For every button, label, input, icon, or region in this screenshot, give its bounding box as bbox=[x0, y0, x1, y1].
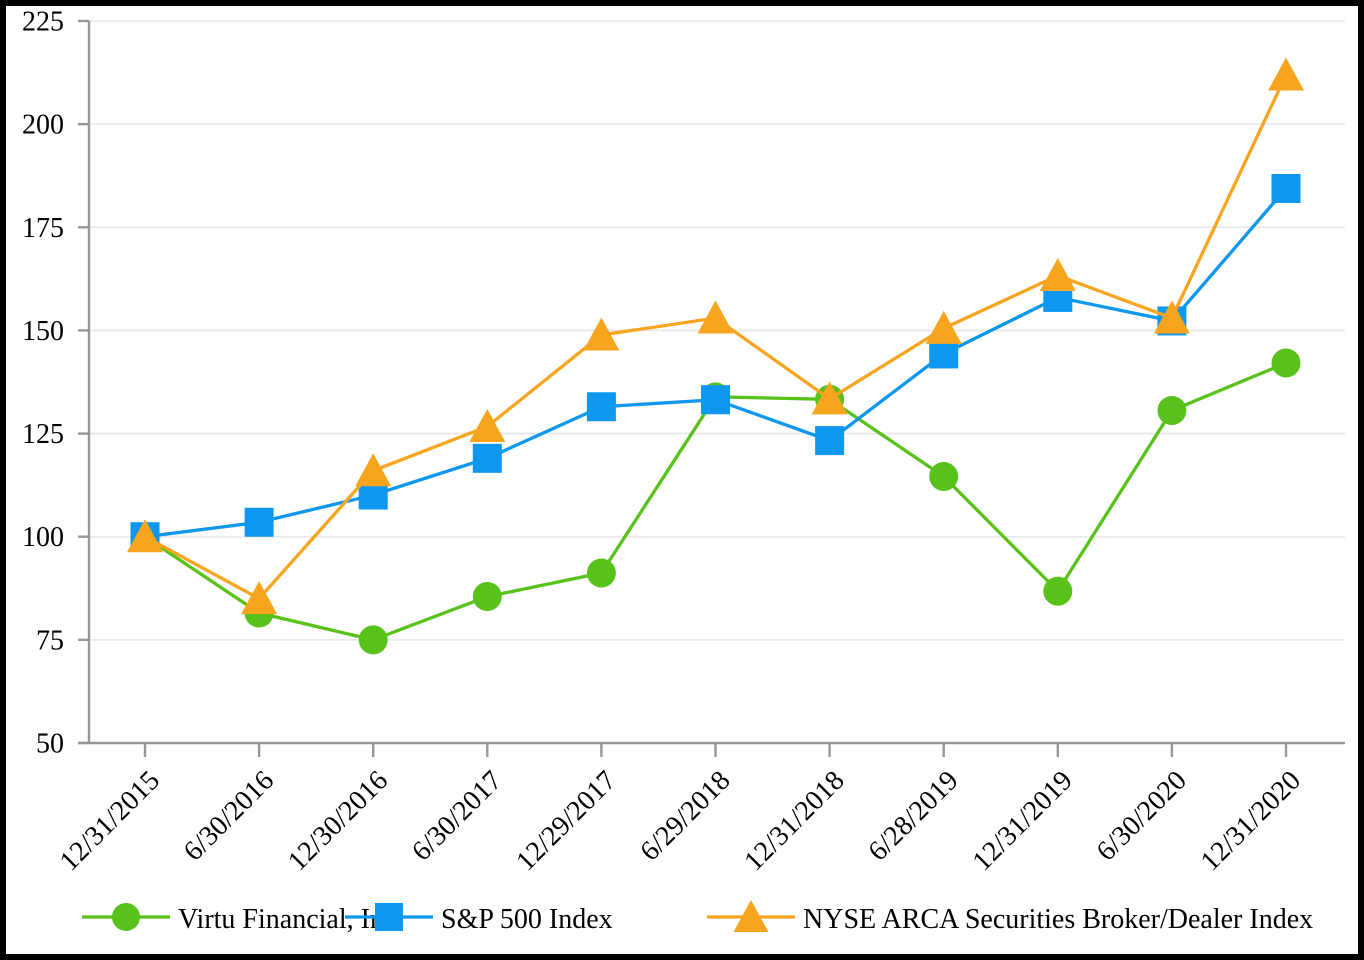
series-1-point-6-square-marker bbox=[815, 426, 845, 456]
series-2-point-1-triangle-marker bbox=[241, 581, 278, 615]
series-2-point-10-triangle-marker bbox=[1268, 57, 1304, 91]
series-line-2 bbox=[144, 74, 1288, 601]
legend-label-2: NYSE ARCA Securities Broker/Dealer Index bbox=[803, 904, 1313, 935]
y-tick-label: 200 bbox=[22, 110, 64, 141]
series-1-point-5-square-marker bbox=[701, 385, 730, 415]
series-0-point-7-circle-marker bbox=[929, 461, 959, 491]
series-0-point-8-circle-marker bbox=[1043, 576, 1073, 606]
legend-label-1: S&P 500 Index bbox=[441, 904, 613, 935]
legend-label-0: Virtu Financial, Inc. bbox=[178, 904, 403, 935]
series-1-point-7-square-marker bbox=[929, 339, 959, 369]
legend-2-triangle-marker bbox=[733, 900, 769, 932]
x-tick-label: 6/30/2017 bbox=[406, 765, 508, 867]
x-tick-label: 12/31/2018 bbox=[738, 765, 850, 877]
series-1-point-1-square-marker bbox=[244, 507, 274, 537]
x-tick-label: 6/30/2016 bbox=[178, 765, 280, 867]
series-0-point-3-circle-marker bbox=[472, 582, 502, 612]
x-tick-label: 12/31/2015 bbox=[54, 765, 166, 877]
x-tick-label: 6/30/2020 bbox=[1091, 765, 1193, 867]
series-0-point-10-circle-marker bbox=[1271, 348, 1301, 378]
series-0-point-2-circle-marker bbox=[358, 625, 388, 655]
series-2-point-6-triangle-marker bbox=[811, 381, 848, 415]
x-tick-label: 12/30/2016 bbox=[282, 765, 394, 877]
y-tick-label: 175 bbox=[22, 213, 64, 244]
x-tick-label: 12/29/2017 bbox=[510, 765, 622, 877]
series-1-point-10-square-marker bbox=[1271, 174, 1301, 204]
y-tick-label: 100 bbox=[22, 522, 64, 553]
x-tick-label: 12/31/2020 bbox=[1195, 765, 1307, 877]
y-tick-label: 50 bbox=[36, 729, 64, 760]
series-2-point-7-triangle-marker bbox=[925, 310, 962, 344]
x-tick-label: 6/29/2018 bbox=[634, 765, 736, 867]
y-tick-label: 75 bbox=[36, 625, 64, 656]
series-2-point-3-triangle-marker bbox=[469, 409, 506, 443]
series-1-point-4-square-marker bbox=[586, 392, 616, 422]
series-2-point-8-triangle-marker bbox=[1039, 258, 1076, 292]
series-2-point-5-triangle-marker bbox=[697, 300, 734, 334]
series-2-point-4-triangle-marker bbox=[583, 317, 620, 351]
x-tick-label: 6/28/2019 bbox=[862, 765, 964, 867]
y-tick-label: 225 bbox=[22, 7, 64, 38]
x-tick-label: 12/31/2019 bbox=[967, 765, 1079, 877]
series-2-point-2-triangle-marker bbox=[355, 453, 392, 487]
legend-0-circle-marker bbox=[112, 903, 140, 931]
legend-1-square-marker bbox=[375, 903, 403, 931]
series-line-1 bbox=[144, 187, 1288, 539]
series-1-point-3-square-marker bbox=[472, 443, 502, 473]
series-0-point-4-circle-marker bbox=[586, 558, 616, 588]
series-2-point-9-triangle-marker bbox=[1153, 300, 1190, 334]
y-tick-label: 125 bbox=[22, 419, 64, 450]
y-tick-label: 150 bbox=[22, 316, 64, 347]
series-0-point-9-circle-marker bbox=[1157, 395, 1187, 425]
series-2-point-0-triangle-marker bbox=[127, 519, 163, 553]
